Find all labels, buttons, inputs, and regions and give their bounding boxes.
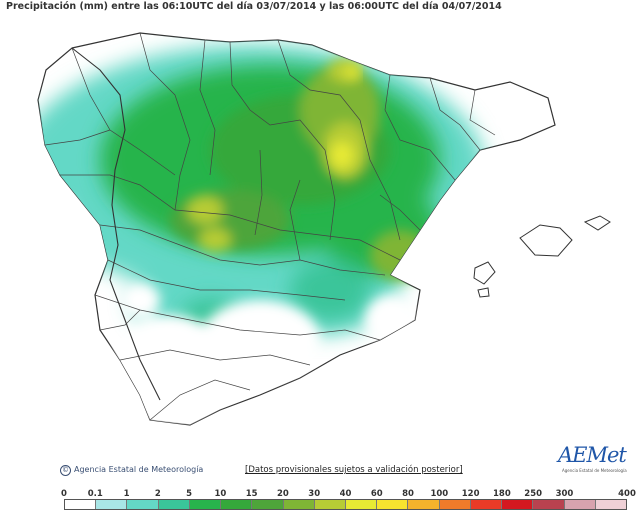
- menorca-island: [583, 215, 611, 231]
- precipitation-field: [38, 45, 517, 425]
- province-borders: [44, 32, 496, 421]
- legend-label: 400: [618, 489, 636, 499]
- legend-label: 120: [461, 489, 480, 499]
- legend-label: 0: [61, 489, 67, 499]
- precipitation-map: [37, 32, 611, 426]
- legend-swatch: [189, 500, 222, 509]
- legend-swatch: [283, 500, 315, 509]
- legend-swatch: [96, 500, 128, 509]
- legend-color-bar: [64, 499, 627, 510]
- legend-swatch: [595, 500, 626, 509]
- legend-swatch: [314, 500, 346, 509]
- legend-swatch: [158, 500, 190, 509]
- formentera-island: [477, 287, 490, 298]
- agency-credit: © Agencia Estatal de Meteorología: [60, 465, 204, 476]
- copyright-icon: ©: [60, 465, 71, 476]
- aemet-logo: AEMet Agencia Estatal de Meteorología: [558, 443, 627, 481]
- mallorca-island: [519, 224, 573, 257]
- aemet-logo-caption: Agencia Estatal de Meteorología: [562, 468, 627, 473]
- legend-label: 100: [430, 489, 449, 499]
- legend-label: 1: [123, 489, 130, 499]
- legend-label: 180: [493, 489, 511, 499]
- legend-swatch: [127, 500, 159, 509]
- legend-label: 10: [214, 489, 227, 499]
- legend-label: 40: [339, 489, 352, 499]
- legend-swatch: [221, 500, 253, 509]
- provisional-data-note: [Datos provisionales sujetos a validació…: [245, 465, 463, 475]
- legend-label: 5: [186, 489, 193, 499]
- aemet-wordmark: AEMet: [558, 443, 627, 467]
- legend-swatch: [408, 500, 440, 509]
- ibiza-island: [473, 261, 496, 285]
- legend-label: 2: [154, 489, 161, 499]
- legend-swatch: [470, 500, 503, 509]
- legend-swatch: [502, 500, 534, 509]
- legend-swatch: [533, 500, 565, 509]
- legend-label: 20: [277, 489, 289, 499]
- portugal-border: [71, 47, 161, 401]
- legend-label: 15: [245, 489, 258, 499]
- legend-swatch: [564, 500, 596, 509]
- legend-label: 300: [555, 489, 574, 499]
- legend-swatch: [252, 500, 284, 509]
- legend-swatch: [345, 500, 378, 509]
- legend-swatch: [377, 500, 409, 509]
- legend-swatch: [439, 500, 471, 509]
- legend-label: 80: [402, 489, 414, 499]
- page-title: Precipitación (mm) entre las 06:10UTC de…: [6, 1, 502, 12]
- legend-label: 30: [308, 489, 321, 499]
- legend-swatch: [65, 500, 97, 509]
- legend-label: 0.1: [87, 489, 103, 499]
- legend-label: 250: [524, 489, 543, 499]
- legend-labels: 0 0.1 1 2 5 10 15 20 30 40 60 80 100 120 180 250 300 400: [0, 489, 640, 499]
- legend-label: 60: [370, 489, 383, 499]
